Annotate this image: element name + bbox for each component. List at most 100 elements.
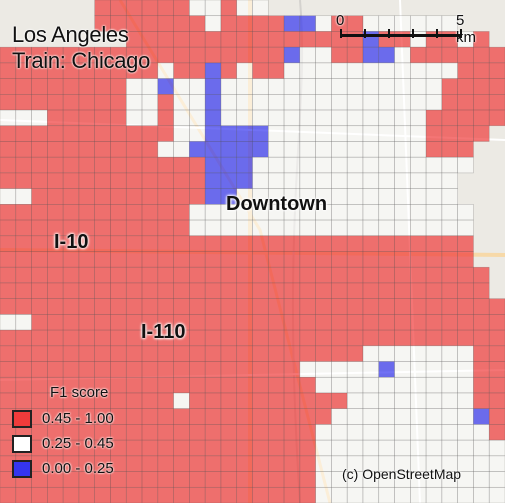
grid-cell-high <box>441 46 458 64</box>
grid-cell-high <box>0 329 17 347</box>
grid-cell-high <box>252 266 269 284</box>
grid-cell-mid <box>410 345 427 362</box>
grid-cell-mid <box>378 172 395 189</box>
grid-cell-mid <box>378 62 395 79</box>
grid-cell-high <box>315 31 332 48</box>
grid-cell-mid <box>315 78 332 95</box>
grid-cell-high <box>378 266 395 284</box>
grid-cell-high <box>220 15 238 32</box>
grid-cell-low <box>220 172 238 189</box>
grid-cell-mid <box>441 188 458 205</box>
grid-cell-high <box>220 376 238 394</box>
grid-cell-mid <box>299 125 316 142</box>
grid-cell-high <box>31 188 48 205</box>
grid-cell-high <box>189 172 206 189</box>
grid-cell-mid <box>378 408 395 425</box>
grid-cell-high <box>110 486 127 503</box>
grid-cell-high <box>299 266 316 284</box>
grid-cell-high <box>299 424 316 441</box>
grid-cell-high <box>0 345 17 362</box>
grid-cell-high <box>189 235 206 252</box>
grid-cell-mid <box>410 204 427 221</box>
grid-cell-high <box>189 62 206 79</box>
grid-cell-mid <box>425 345 443 362</box>
grid-cell-mid <box>378 109 395 127</box>
grid-cell-mid <box>410 392 427 409</box>
grid-cell-mid <box>15 314 32 331</box>
grid-cell-high <box>110 329 127 347</box>
grid-cell-mid <box>267 125 285 142</box>
grid-cell-high <box>189 376 206 394</box>
grid-cell-mid <box>378 156 395 174</box>
grid-cell-high <box>252 471 269 488</box>
grid-cell-high <box>315 345 332 362</box>
grid-cell-mid <box>252 78 269 95</box>
grid-cell-high <box>47 141 64 158</box>
grid-cell-high <box>441 141 458 158</box>
grid-cell-mid <box>410 62 427 79</box>
grid-cell-mid <box>425 78 443 95</box>
grid-cell-mid <box>331 156 348 174</box>
grid-cell-mid <box>425 439 443 457</box>
grid-cell-high <box>47 266 64 284</box>
grid-cell-high <box>425 282 443 299</box>
grid-cell-high <box>157 486 174 503</box>
grid-cell-high <box>31 156 48 174</box>
grid-cell-high <box>410 314 427 331</box>
grid-cell-mid <box>488 486 505 503</box>
grid-cell-high <box>62 345 80 362</box>
grid-cell-mid <box>15 188 32 205</box>
grid-cell-mid <box>315 15 332 32</box>
map-title-train: Train: Chicago <box>12 48 151 73</box>
grid-cell-high <box>15 125 32 142</box>
grid-cell-high <box>204 486 222 503</box>
grid-cell-mid <box>252 94 269 111</box>
grid-cell-high <box>236 31 253 48</box>
grid-cell-high <box>283 298 301 315</box>
grid-cell-mid <box>378 424 395 441</box>
grid-cell-mid <box>394 408 411 425</box>
grid-cell-mid <box>267 156 285 174</box>
grid-cell-mid <box>425 361 443 378</box>
grid-cell-mid <box>425 219 443 237</box>
grid-cell-mid <box>394 46 411 64</box>
grid-cell-high <box>0 486 17 503</box>
grid-cell-high <box>15 361 32 378</box>
scale-tick <box>364 29 366 38</box>
grid-cell-low <box>220 125 238 142</box>
grid-cell-high <box>394 235 411 252</box>
grid-cell-high <box>173 266 190 284</box>
grid-cell-high <box>252 314 269 331</box>
grid-cell-high <box>47 109 64 127</box>
grid-cell-high <box>220 314 238 331</box>
grid-cell-high <box>252 361 269 378</box>
grid-cell-high <box>315 298 332 315</box>
grid-cell-mid <box>410 486 427 503</box>
grid-cell-low <box>236 125 253 142</box>
legend-label-mid: 0.25 - 0.45 <box>42 435 114 452</box>
grid-cell-mid <box>378 141 395 158</box>
grid-cell-high <box>94 298 111 315</box>
grid-cell-high <box>473 329 490 347</box>
grid-cell-high <box>189 251 206 268</box>
grid-cell-high <box>252 282 269 299</box>
grid-cell-high <box>0 78 17 95</box>
grid-cell-high <box>78 266 95 284</box>
grid-cell-high <box>236 314 253 331</box>
grid-cell-mid <box>252 156 269 174</box>
grid-cell-mid <box>331 62 348 79</box>
grid-cell-high <box>15 94 32 111</box>
grid-cell-mid <box>457 361 474 378</box>
grid-cell-high <box>78 345 95 362</box>
grid-cell-mid <box>425 408 443 425</box>
grid-cell-high <box>283 455 301 472</box>
grid-cell-high <box>220 486 238 503</box>
grid-cell-mid <box>441 376 458 394</box>
grid-cell-mid <box>425 156 443 174</box>
grid-cell-high <box>141 31 159 48</box>
grid-cell-mid <box>488 471 505 488</box>
grid-cell-high <box>331 298 348 315</box>
grid-cell-high <box>189 31 206 48</box>
grid-cell-high <box>252 251 269 268</box>
